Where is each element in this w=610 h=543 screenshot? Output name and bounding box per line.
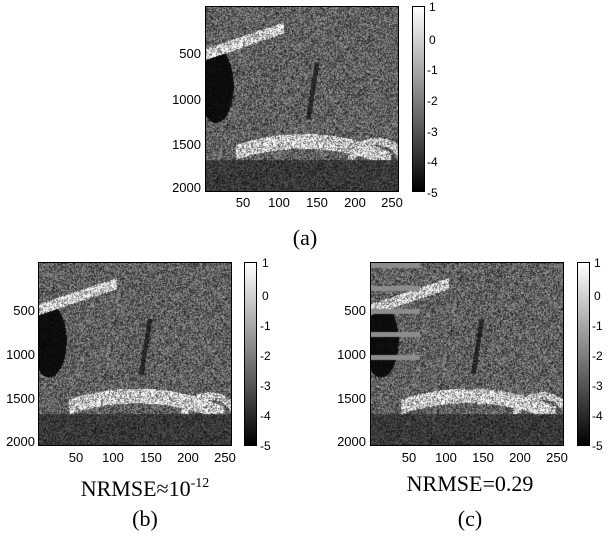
- x-tick: 100: [268, 195, 290, 210]
- nrmse-text: NRMSE≈10: [80, 476, 191, 501]
- x-tick: 100: [435, 450, 457, 465]
- y-tick: 1000: [337, 347, 366, 362]
- colorbar-tick: -2: [260, 349, 271, 363]
- x-tick: 100: [102, 450, 124, 465]
- colorbar-b: [244, 262, 257, 446]
- colorbar-tick: -3: [260, 379, 271, 393]
- colorbar-tick: 1: [594, 256, 601, 270]
- x-tick: 200: [509, 450, 531, 465]
- y-tick: 1500: [337, 391, 366, 406]
- colorbar-tick: -5: [427, 186, 438, 200]
- colorbar-tick: -1: [592, 319, 603, 333]
- x-tick: 200: [177, 450, 199, 465]
- colorbar-tick: -3: [592, 379, 603, 393]
- y-tick: 1500: [172, 137, 201, 152]
- colorbar-tick: 0: [429, 33, 436, 47]
- colorbar-tick: -5: [592, 439, 603, 453]
- x-tick: 200: [344, 195, 366, 210]
- colorbar-tick: 1: [429, 0, 436, 14]
- y-tick: 2000: [6, 434, 35, 449]
- colorbar-tick: -4: [592, 409, 603, 423]
- colorbar-c: [577, 262, 590, 446]
- colorbar-tick: -2: [592, 349, 603, 363]
- nrmse-text: NRMSE=0.29: [406, 471, 534, 496]
- colorbar-tick: -2: [427, 94, 438, 108]
- nrmse-label-c: NRMSE=0.29: [385, 472, 555, 496]
- colorbar-a: [412, 6, 425, 192]
- ultrasound-image-a: [205, 6, 399, 192]
- x-tick: 150: [472, 450, 494, 465]
- caption-b: (b): [132, 506, 158, 531]
- colorbar-tick: -4: [260, 409, 271, 423]
- caption-a: (a): [292, 225, 318, 250]
- x-tick: 50: [68, 450, 84, 465]
- nrmse-label-b: NRMSE≈10-12: [60, 472, 230, 501]
- x-tick: 150: [306, 195, 328, 210]
- x-tick: 150: [140, 450, 162, 465]
- ultrasound-image-b: [38, 262, 232, 446]
- y-tick: 1000: [172, 92, 201, 107]
- colorbar-tick: -1: [260, 319, 271, 333]
- y-tick: 2000: [337, 434, 366, 449]
- ultrasound-image-c: [370, 262, 564, 446]
- y-tick: 500: [13, 303, 35, 318]
- colorbar-tick: -4: [427, 155, 438, 169]
- y-tick: 500: [179, 46, 201, 61]
- nrmse-exponent: -12: [190, 476, 210, 491]
- x-tick: 250: [546, 450, 568, 465]
- colorbar-tick: 1: [262, 256, 269, 270]
- y-tick: 1000: [6, 347, 35, 362]
- y-tick: 500: [344, 303, 366, 318]
- colorbar-tick: 0: [262, 289, 269, 303]
- x-tick: 50: [401, 450, 417, 465]
- colorbar-tick: 0: [594, 289, 601, 303]
- colorbar-tick: -3: [427, 125, 438, 139]
- y-tick: 2000: [172, 180, 201, 195]
- x-tick: 250: [214, 450, 236, 465]
- x-tick: 250: [381, 195, 403, 210]
- y-tick: 1500: [6, 391, 35, 406]
- x-tick: 50: [235, 195, 251, 210]
- colorbar-tick: -5: [260, 439, 271, 453]
- colorbar-tick: -1: [427, 63, 438, 77]
- caption-c: (c): [457, 506, 483, 531]
